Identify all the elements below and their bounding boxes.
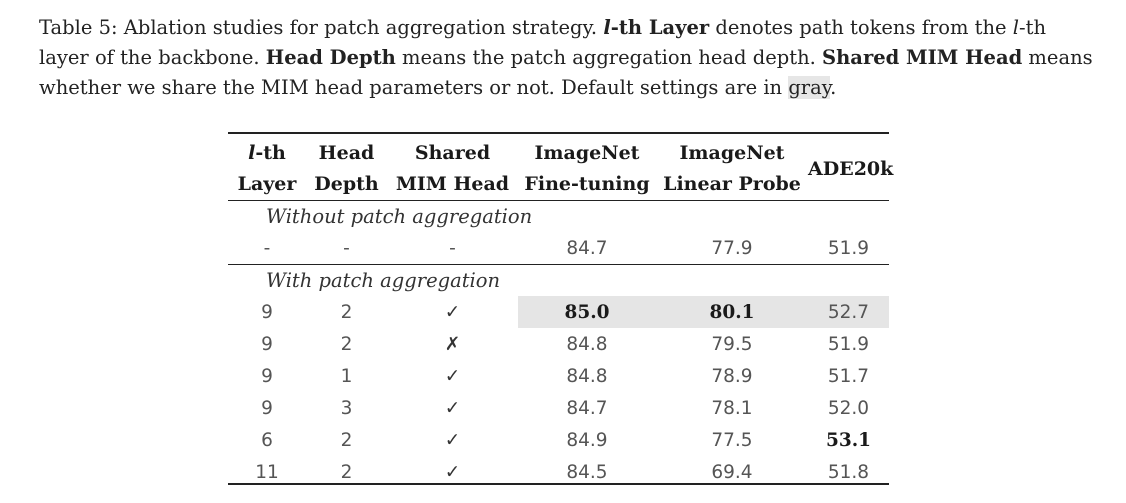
check-icon: ✓ — [444, 461, 461, 483]
table-row: 11 2 ✓ 84.5 69.4 51.8 — [228, 456, 889, 488]
table-header-row: l-th Layer Head Depth Shared MIM Head Image… — [228, 134, 894, 201]
check-icon: ✓ — [444, 365, 461, 387]
table-row: 9 1 ✓ 84.8 78.9 51.7 — [228, 360, 889, 392]
check-icon: ✓ — [444, 429, 461, 451]
table-row: 6 2 ✓ 84.9 77.5 53.1 — [228, 424, 889, 456]
header-shared-mim-head: Shared MIM Head — [395, 142, 510, 195]
table-row: 9 3 ✓ 84.7 78.1 52.0 — [228, 392, 889, 424]
section-row-without: Without patch aggregation — [266, 205, 533, 228]
check-icon: ✓ — [444, 301, 461, 323]
table-caption: Table 5: Ablation studies for patch aggr… — [39, 16, 1093, 99]
header-imagenet-finetuning: ImageNet Fine-tuning — [524, 142, 650, 195]
cross-icon: ✗ — [444, 333, 461, 355]
ablation-table: l-th Layer Head Depth Shared MIM Head Image… — [228, 132, 894, 488]
caption-head-depth-term: Head Depth — [265, 46, 396, 69]
header-imagenet-linear-probe: ImageNet Linear Probe — [663, 142, 801, 195]
header-lth-layer: l-th Layer — [237, 142, 297, 195]
caption-shared-mim-term: Shared MIM Head — [822, 46, 1023, 69]
header-ade20k: ADE20k — [808, 157, 894, 180]
table-row: - - - 84.7 77.9 51.9 — [263, 237, 870, 259]
table-bottom-rule — [228, 483, 889, 485]
caption-lth-term: l-th Layer — [603, 16, 710, 39]
table-top-rule — [228, 132, 889, 134]
check-icon: ✓ — [444, 397, 461, 419]
table-row: 9 2 ✗ 84.8 79.5 51.9 — [228, 328, 889, 360]
section-row-with: With patch aggregation — [228, 264, 889, 297]
header-head-depth: Head Depth — [314, 142, 379, 195]
table-row: 9 2 ✓ 85.0 80.1 52.7 — [228, 296, 889, 328]
caption-label: Table 5: Ablation studies for patch aggr… — [39, 16, 598, 39]
caption-gray-word: gray — [788, 76, 831, 99]
